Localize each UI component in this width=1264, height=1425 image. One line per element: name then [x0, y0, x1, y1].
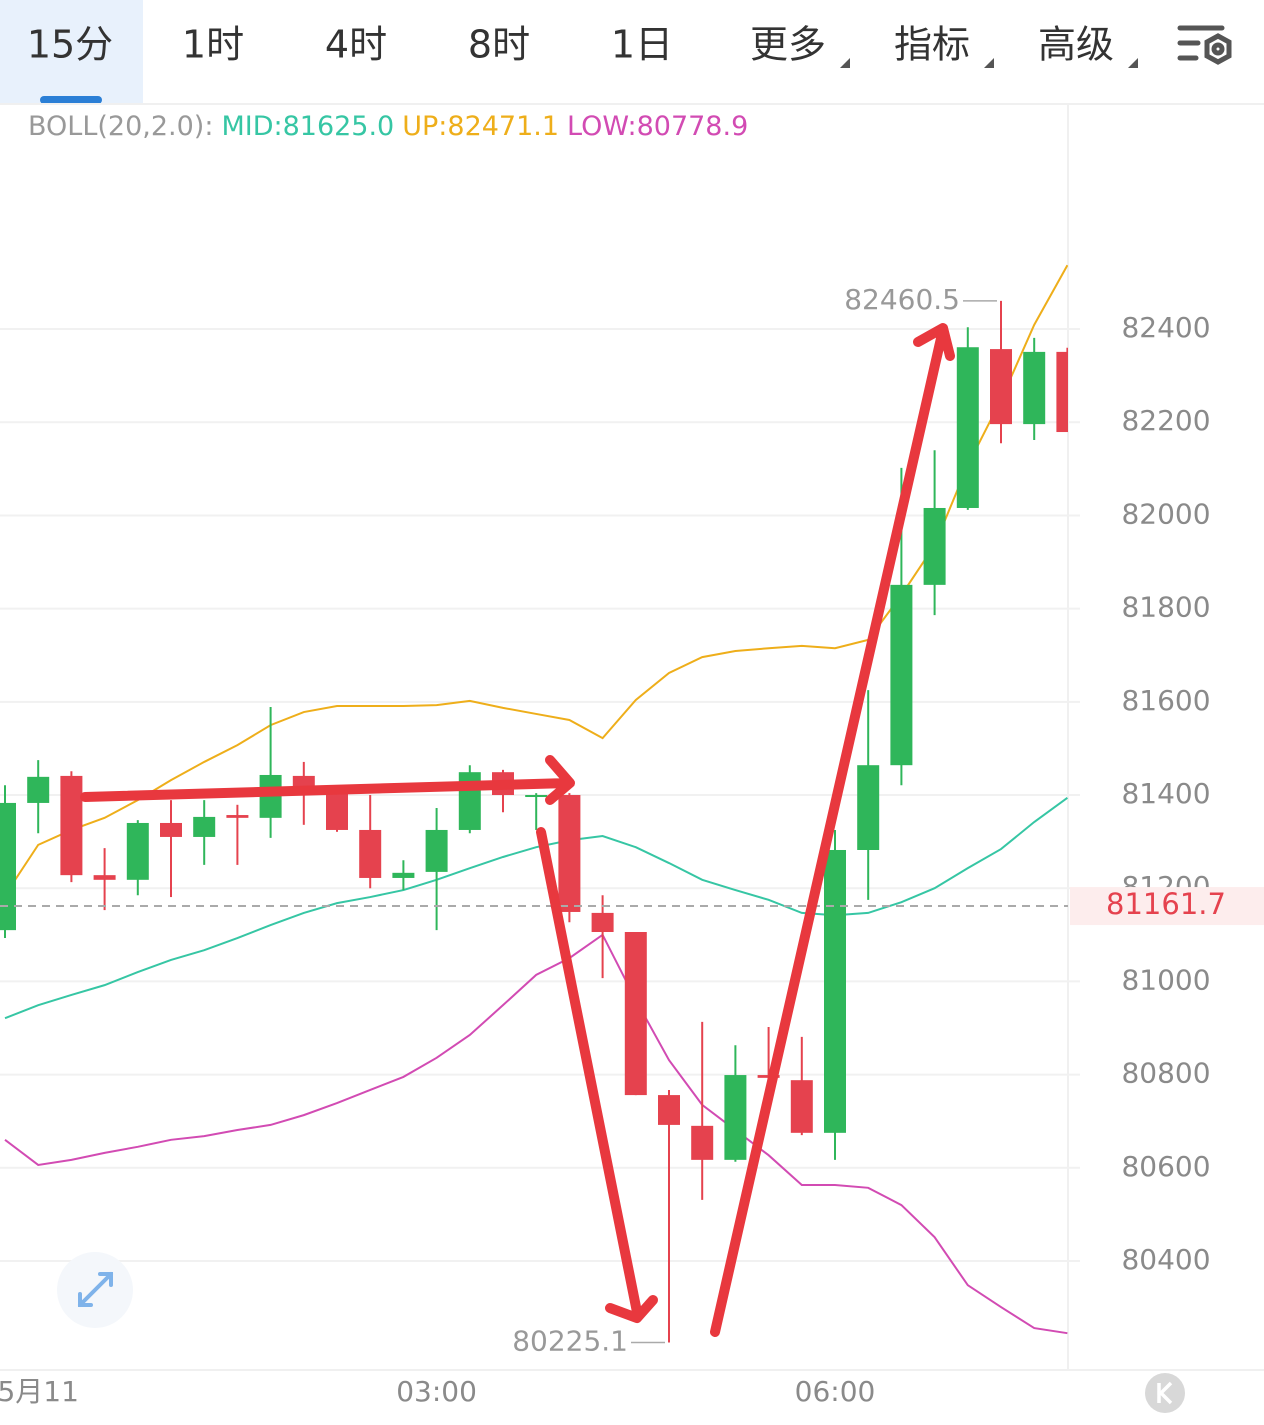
expand-icon — [78, 1272, 113, 1307]
band-line — [4, 933, 1068, 1335]
tab[interactable]: 1时 — [182, 23, 244, 67]
k-button[interactable] — [1145, 1373, 1185, 1413]
arrow-flat — [80, 755, 575, 805]
candle-body — [990, 349, 1012, 425]
overlay: 81161.7 82460.5 80225.1 — [512, 283, 1264, 1357]
tab-underline — [40, 96, 102, 104]
dropdown-caret — [1128, 58, 1138, 68]
candle-body — [126, 822, 149, 880]
candle-body — [923, 507, 946, 585]
dropdown-caret — [984, 58, 994, 68]
tab-group: 15分 1时 4时 8时 1日 更多 指标 高级 — [27, 23, 1138, 68]
candle-body — [658, 1095, 680, 1125]
candle-body — [857, 765, 880, 850]
y-tick-label: 81800 — [1121, 591, 1210, 624]
tab-bar — [0, 0, 1264, 104]
legend-entry: LOW:80778.9 — [567, 111, 748, 142]
candle-body — [956, 347, 979, 508]
candle-body — [1023, 351, 1046, 425]
candle-body — [890, 584, 913, 766]
candle-body — [425, 829, 448, 872]
y-tick-label: 81000 — [1121, 963, 1210, 996]
candle-body — [359, 829, 382, 878]
candle-body — [93, 875, 116, 880]
y-tick-label: 81600 — [1121, 684, 1210, 717]
k-icon — [1157, 1381, 1173, 1405]
icon-dot — [1211, 42, 1225, 56]
y-tick-label: 82000 — [1121, 497, 1210, 530]
candle-body — [591, 912, 614, 933]
indicator-name: BOLL(20,2.0): — [28, 111, 213, 142]
tab[interactable]: 更多 — [750, 23, 826, 67]
candle-body — [525, 795, 548, 798]
plot — [0, 264, 1068, 1343]
high-annotation: 82460.5 — [844, 283, 960, 316]
legend-entry: UP:82471.1 — [402, 111, 559, 142]
last-price-box — [1070, 887, 1264, 926]
grid: 8040080600808008100081200814008160081800… — [0, 311, 1211, 1408]
candle-body — [724, 1075, 747, 1160]
candle-body — [558, 795, 581, 912]
y-tick-label: 81400 — [1121, 777, 1210, 810]
tab[interactable]: 4时 — [325, 23, 387, 67]
tab-selected-bg — [0, 0, 143, 104]
arrow-up — [710, 323, 955, 1337]
candle-body — [824, 849, 846, 1133]
boll-legend: BOLL(20,2.0): MID:81625.0 UP:82471.1 LOW:80… — [28, 111, 748, 142]
y-tick-label: 80800 — [1121, 1057, 1210, 1090]
icon-hex — [1204, 33, 1232, 65]
candle-body — [392, 872, 415, 878]
last-price-label: 81161.7 — [1106, 887, 1226, 921]
arrow-down — [536, 827, 658, 1323]
y-tick-label: 80600 — [1121, 1150, 1210, 1183]
y-tick-label: 82200 — [1121, 404, 1210, 437]
candle-body — [193, 816, 216, 837]
candle-body — [0, 802, 16, 931]
candle-body — [691, 1125, 714, 1160]
candle-body — [60, 775, 83, 876]
legend-entry: MID:81625.0 — [221, 111, 394, 142]
y-tick-label: 82400 — [1121, 311, 1210, 344]
tab[interactable]: 高级 — [1038, 23, 1114, 67]
y-tick-label: 80400 — [1121, 1243, 1210, 1276]
low-annotation: 80225.1 — [512, 1324, 628, 1357]
candle-body — [1056, 351, 1068, 433]
candle-body — [226, 815, 249, 818]
candle-body — [27, 776, 50, 803]
drawn-arrows — [80, 323, 955, 1337]
tab[interactable]: 8时 — [468, 23, 530, 67]
band-line — [4, 264, 1068, 896]
x-tick-label: 5月11 — [0, 1375, 79, 1408]
candle-body — [624, 932, 647, 1096]
x-tick-label: 06:00 — [795, 1375, 876, 1408]
settings-icon[interactable] — [1177, 25, 1232, 65]
x-tick-label: 03:00 — [396, 1375, 477, 1408]
tab[interactable]: 指标 — [894, 23, 970, 67]
band-line — [4, 796, 1068, 1020]
candle-body — [160, 822, 182, 837]
dropdown-caret — [840, 58, 850, 68]
tab[interactable]: 1日 — [611, 23, 673, 67]
candle-body — [326, 789, 348, 830]
tab[interactable]: 15分 — [27, 23, 113, 67]
candle-body — [790, 1080, 813, 1133]
